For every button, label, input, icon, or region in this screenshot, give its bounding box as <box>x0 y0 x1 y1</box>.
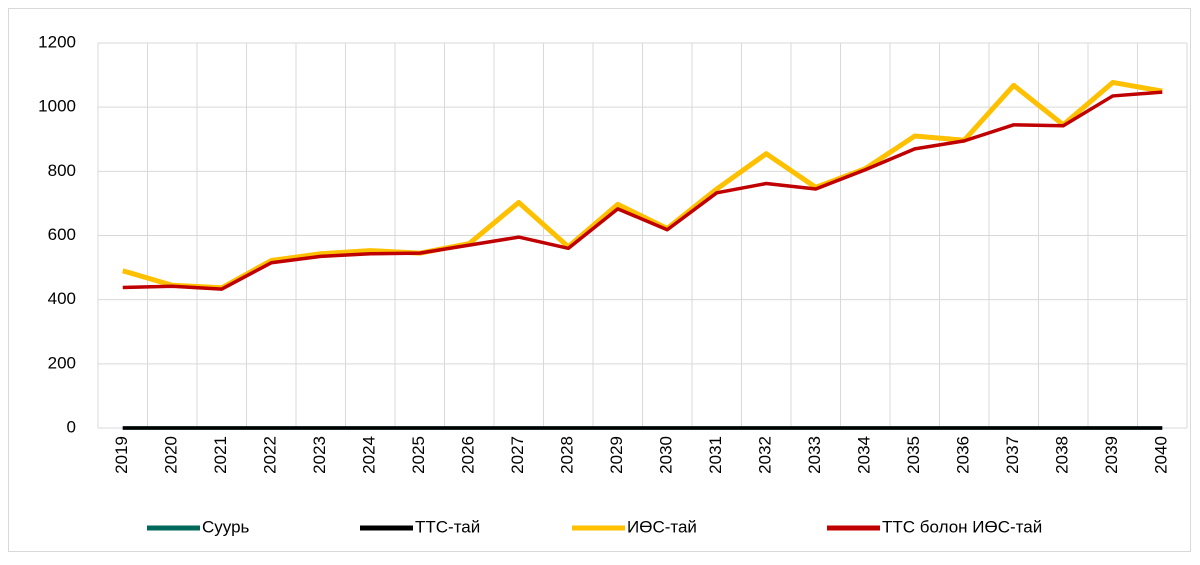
legend-label: Суурь <box>202 517 250 536</box>
x-tick-label: 2026 <box>459 436 478 474</box>
legend-label: ТТС болон ИӨС-тай <box>882 517 1042 536</box>
x-tick-label: 2022 <box>261 436 280 474</box>
y-tick-label: 800 <box>48 161 76 180</box>
x-tick-label: 2037 <box>1003 436 1022 474</box>
x-tick-label: 2020 <box>162 436 181 474</box>
x-tick-label: 2030 <box>657 436 676 474</box>
x-tick-label: 2035 <box>904 436 923 474</box>
x-tick-label: 2033 <box>805 436 824 474</box>
x-tick-label: 2032 <box>756 436 775 474</box>
x-tick-label: 2025 <box>409 436 428 474</box>
y-tick-label: 600 <box>48 225 76 244</box>
series-line <box>122 90 1163 291</box>
series-line <box>122 79 1163 291</box>
y-tick-label: 400 <box>48 289 76 308</box>
x-tick-label: 2021 <box>211 436 230 474</box>
x-tick-label: 2027 <box>508 436 527 474</box>
y-tick-label: 0 <box>67 417 76 436</box>
x-tick-label: 2024 <box>360 436 379 474</box>
y-tick-label: 200 <box>48 353 76 372</box>
x-tick-label: 2028 <box>558 436 577 474</box>
legend-label: ИӨС-тай <box>627 517 697 536</box>
x-tick-label: 2023 <box>310 436 329 474</box>
legend-label: ТТС-тай <box>415 517 480 536</box>
x-tick-label: 2039 <box>1102 436 1121 474</box>
y-tick-label: 1200 <box>38 32 76 51</box>
x-tick-label: 2029 <box>607 436 626 474</box>
x-tick-label: 2019 <box>112 436 131 474</box>
x-tick-label: 2040 <box>1152 436 1171 474</box>
x-tick-label: 2031 <box>706 436 725 474</box>
x-tick-label: 2036 <box>954 436 973 474</box>
x-tick-label: 2034 <box>855 436 874 474</box>
chart-frame <box>8 8 1191 552</box>
y-tick-label: 1000 <box>38 97 76 116</box>
x-tick-label: 2038 <box>1053 436 1072 474</box>
